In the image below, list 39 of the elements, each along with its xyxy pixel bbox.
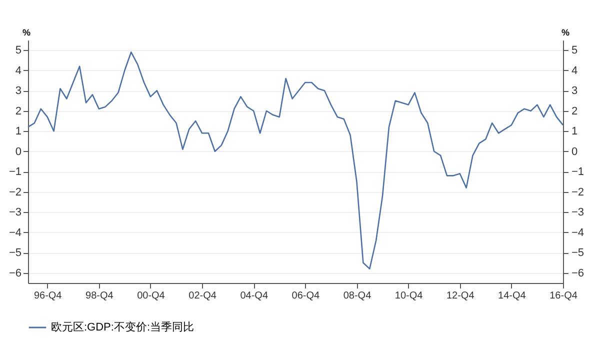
y-tick-label: 0	[15, 146, 22, 158]
x-tick-label: 06-Q4	[292, 290, 320, 302]
x-tick-label: 12-Q4	[446, 290, 475, 302]
y-tick-label: −1	[8, 166, 22, 178]
legend-label: 欧元区:GDP:不变价:当季同比	[51, 320, 194, 334]
x-tick-label: 00-Q4	[137, 290, 166, 302]
y-tick-label: −6	[8, 267, 22, 280]
y2-tick-label: −4	[572, 226, 584, 239]
line-series	[27, 52, 564, 270]
y-tick-label: 5	[15, 44, 22, 57]
y2-tick-label: −6	[572, 267, 584, 280]
x-tick-label: 10-Q4	[394, 290, 424, 302]
y-tick-label: −2	[8, 186, 22, 198]
y-axis-title: %	[22, 28, 31, 38]
y2-tick-label: 1	[572, 126, 578, 138]
y-tick-label: 1	[15, 126, 22, 138]
y-tick-label: −3	[8, 206, 22, 219]
y2-axis-title: %	[561, 28, 570, 38]
y-tick-label: −4	[8, 226, 22, 239]
x-tick-label: 96-Q4	[34, 290, 62, 302]
y2-tick-label: −5	[572, 247, 584, 260]
y-tick-label: 3	[15, 85, 22, 98]
x-tick-label: 02-Q4	[188, 290, 217, 302]
y2-tick-label: 5	[572, 44, 578, 57]
y2-tick-label: −3	[572, 206, 584, 219]
y2-tick-label: 0	[572, 146, 578, 158]
x-tick-label: 98-Q4	[86, 290, 114, 302]
x-tick-label: 08-Q4	[343, 290, 372, 302]
x-tick-label: 04-Q4	[240, 290, 268, 302]
y2-tick-label: 3	[572, 85, 578, 98]
y2-tick-label: −2	[572, 186, 584, 198]
y-tick-label: 4	[15, 64, 22, 77]
y2-tick-label: 4	[572, 64, 578, 77]
x-tick-label: 14-Q4	[498, 290, 526, 302]
y2-tick-label: −1	[572, 166, 584, 178]
y-tick-label: −5	[8, 247, 22, 260]
y2-tick-label: 2	[572, 105, 578, 118]
x-tick-label: 16-Q4	[550, 290, 578, 302]
y-tick-label: 2	[15, 105, 22, 118]
